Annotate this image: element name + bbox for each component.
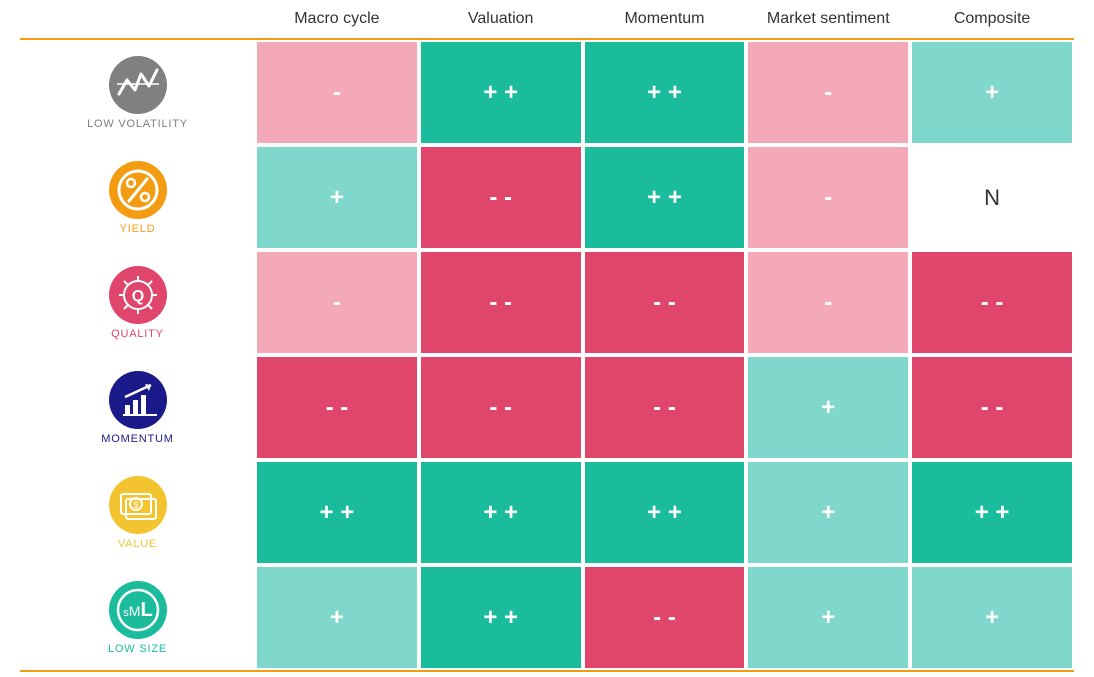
cell-quality-composite: - - <box>910 250 1074 355</box>
cell-quality-macro: - <box>255 250 419 355</box>
row-label-text: VALUE <box>118 538 157 550</box>
col-header-momentum: Momentum <box>583 10 747 28</box>
cell-momentum-composite: - - <box>910 355 1074 460</box>
money-icon <box>109 476 167 534</box>
row-label-text: QUALITY <box>111 328 164 340</box>
col-header-macro: Macro cycle <box>255 10 419 28</box>
row-yield: YIELD +- -+ +-N <box>20 145 1074 250</box>
row-momentum: MOMENTUM- -- -- -+- - <box>20 355 1074 460</box>
cell-yield-sentiment: - <box>746 145 910 250</box>
volatility-icon <box>109 56 167 114</box>
col-header-sentiment: Market sentiment <box>746 10 910 28</box>
cell-low-size-composite: + <box>910 565 1074 670</box>
row-value: VALUE+ ++ ++ +++ + <box>20 460 1074 565</box>
cell-quality-sentiment: - <box>746 250 910 355</box>
cell-momentum-sentiment: + <box>746 355 910 460</box>
col-header-composite: Composite <box>910 10 1074 28</box>
cell-momentum-macro: - - <box>255 355 419 460</box>
cell-low-volatility-composite: + <box>910 40 1074 145</box>
cell-value-composite: + + <box>910 460 1074 565</box>
cell-low-volatility-momentum: + + <box>583 40 747 145</box>
cell-value-sentiment: + <box>746 460 910 565</box>
col-header-valuation: Valuation <box>419 10 583 28</box>
header-row: Macro cycle Valuation Momentum Market se… <box>20 0 1074 40</box>
cell-low-size-momentum: - - <box>583 565 747 670</box>
cell-low-size-macro: + <box>255 565 419 670</box>
cell-quality-momentum: - - <box>583 250 747 355</box>
row-label-low-volatility: LOW VOLATILITY <box>20 40 255 145</box>
cell-yield-macro: + <box>255 145 419 250</box>
percent-icon <box>109 161 167 219</box>
factor-heatmap: Macro cycle Valuation Momentum Market se… <box>0 0 1094 677</box>
row-quality: QUALITY-- -- --- - <box>20 250 1074 355</box>
cell-quality-valuation: - - <box>419 250 583 355</box>
row-label-momentum: MOMENTUM <box>20 355 255 460</box>
row-label-quality: QUALITY <box>20 250 255 355</box>
row-low-volatility: LOW VOLATILITY-+ ++ +-+ <box>20 40 1074 145</box>
cell-yield-valuation: - - <box>419 145 583 250</box>
row-label-text: LOW SIZE <box>108 643 167 655</box>
row-label-text: YIELD <box>120 223 156 235</box>
row-label-text: MOMENTUM <box>101 433 173 445</box>
row-low-size: LOW SIZE++ +- -++ <box>20 565 1074 670</box>
cell-yield-composite: N <box>910 145 1074 250</box>
growth-icon <box>109 371 167 429</box>
cell-low-size-sentiment: + <box>746 565 910 670</box>
heatmap-body: LOW VOLATILITY-+ ++ +-+YIELD+- -+ +-NQUA… <box>20 40 1074 672</box>
row-label-value: VALUE <box>20 460 255 565</box>
cell-momentum-valuation: - - <box>419 355 583 460</box>
sml-icon <box>109 581 167 639</box>
row-label-text: LOW VOLATILITY <box>87 118 188 130</box>
cell-value-macro: + + <box>255 460 419 565</box>
row-label-low-size: LOW SIZE <box>20 565 255 670</box>
cell-value-momentum: + + <box>583 460 747 565</box>
cell-low-volatility-macro: - <box>255 40 419 145</box>
row-label-yield: YIELD <box>20 145 255 250</box>
cell-low-volatility-sentiment: - <box>746 40 910 145</box>
cell-value-valuation: + + <box>419 460 583 565</box>
cell-low-size-valuation: + + <box>419 565 583 670</box>
cell-low-volatility-valuation: + + <box>419 40 583 145</box>
cell-momentum-momentum: - - <box>583 355 747 460</box>
cell-yield-momentum: + + <box>583 145 747 250</box>
badge-icon <box>109 266 167 324</box>
